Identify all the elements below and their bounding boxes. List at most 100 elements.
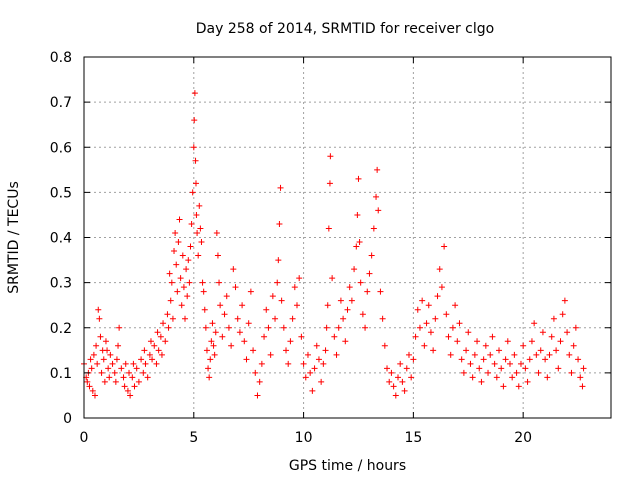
data-point [423, 320, 430, 327]
data-point [274, 279, 281, 286]
data-point [467, 360, 474, 367]
data-point [469, 374, 476, 381]
data-point [241, 338, 248, 345]
data-point [192, 157, 199, 164]
data-point [313, 342, 320, 349]
data-point [577, 374, 584, 381]
data-point [153, 360, 160, 367]
data-point [546, 351, 553, 358]
data-point [353, 243, 360, 250]
data-point [175, 239, 182, 246]
chart-title: Day 258 of 2014, SRMTID for receiver clg… [196, 21, 494, 37]
y-tick-label: 0.8 [50, 50, 72, 66]
data-point [278, 297, 285, 304]
data-point [419, 297, 426, 304]
data-point [256, 378, 263, 385]
data-point [166, 270, 173, 277]
data-point [374, 166, 381, 173]
data-point [275, 257, 282, 264]
data-point [373, 193, 380, 200]
data-point [474, 338, 481, 345]
data-point [232, 284, 239, 291]
data-point [140, 369, 147, 376]
data-point [162, 338, 169, 345]
data-point [502, 356, 509, 363]
y-axis-label: SRMTID / TECUs [6, 181, 22, 294]
x-axis-label: GPS time / hours [289, 458, 406, 474]
data-point [463, 347, 470, 354]
data-point [359, 311, 366, 318]
data-point [342, 338, 349, 345]
data-point [90, 351, 97, 358]
data-point [401, 387, 408, 394]
data-point [425, 302, 432, 309]
data-point [199, 279, 206, 286]
data-point [124, 387, 131, 394]
data-point [555, 365, 562, 372]
data-point [405, 351, 412, 358]
data-point [370, 225, 377, 232]
data-point [105, 365, 112, 372]
data-point [178, 302, 185, 309]
data-point [384, 365, 391, 372]
data-point [93, 342, 100, 349]
data-point [471, 351, 478, 358]
data-point [579, 383, 586, 390]
data-point [208, 338, 215, 345]
data-point [182, 315, 189, 322]
data-point [524, 378, 531, 385]
data-point [104, 347, 111, 354]
data-point [414, 306, 421, 313]
data-point [327, 153, 334, 160]
data-point [318, 378, 325, 385]
data-point [498, 365, 505, 372]
data-point [291, 284, 298, 291]
data-point [561, 297, 568, 304]
data-point [557, 338, 564, 345]
data-point [553, 347, 560, 354]
data-point [138, 356, 145, 363]
data-point [263, 306, 270, 313]
y-tick-labels: 0 0.1 0.2 0.3 0.4 0.5 0.6 0.7 0.8 [50, 50, 72, 427]
data-point [354, 211, 361, 218]
data-point [531, 320, 538, 327]
data-point [447, 351, 454, 358]
data-point [102, 338, 109, 345]
data-point [100, 356, 107, 363]
data-point [458, 356, 465, 363]
data-point [285, 360, 292, 367]
data-point [416, 324, 423, 331]
data-point [228, 342, 235, 349]
y-tick-label: 0.6 [50, 140, 72, 156]
data-point [491, 360, 498, 367]
data-point [410, 356, 417, 363]
data-point [202, 324, 209, 331]
data-point [520, 342, 527, 349]
data-point [223, 293, 230, 300]
x-tick-label: 5 [189, 430, 198, 446]
data-point [247, 288, 254, 295]
data-point [158, 351, 165, 358]
data-point [168, 279, 175, 286]
data-point [283, 347, 290, 354]
data-point [438, 284, 445, 291]
data-point [98, 369, 105, 376]
data-point [559, 311, 566, 318]
data-point [267, 351, 274, 358]
data-point [131, 383, 138, 390]
data-point [173, 261, 180, 268]
data-point [340, 315, 347, 322]
data-point [535, 369, 542, 376]
data-point [154, 329, 161, 336]
data-point [320, 360, 327, 367]
data-point [106, 374, 113, 381]
data-point [111, 369, 118, 376]
data-point [364, 288, 371, 295]
data-point [269, 293, 276, 300]
data-point [86, 383, 93, 390]
data-point [570, 342, 577, 349]
data-point [331, 333, 338, 340]
data-point [356, 239, 363, 246]
data-point [129, 374, 136, 381]
